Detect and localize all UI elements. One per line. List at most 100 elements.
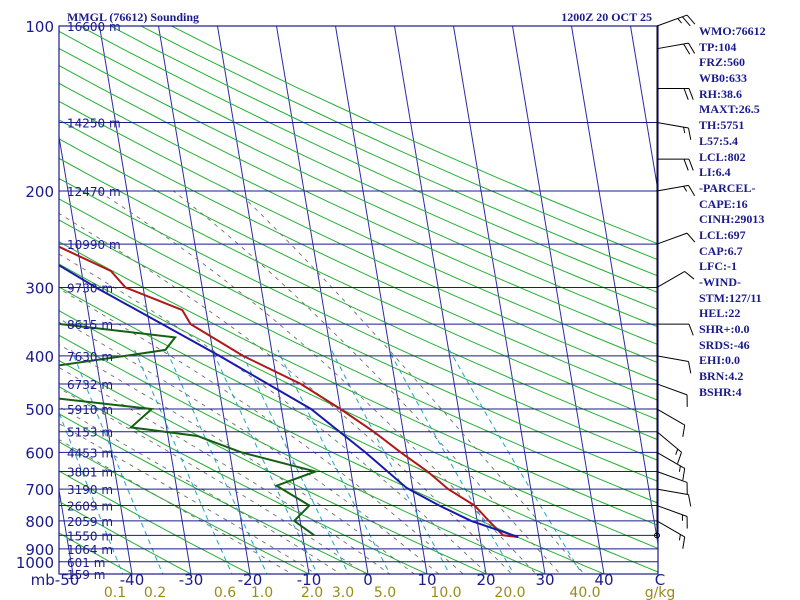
wind-barb-staff [656,355,689,362]
wind-barb-feather [683,186,688,192]
wind-barb-feather [686,14,696,25]
mixing-ratio-line [277,349,391,574]
wind-barb [656,355,692,374]
index-item: CINH:29013 [699,212,765,227]
isotherm-line [512,26,605,574]
height-label: 9730 m [67,281,113,295]
temperature-label: mb-50 [31,571,80,589]
indices-panel: WMO:76612 TP:104 FRZ:560 WB0:633 RH:38.6 MAXT… [699,24,799,401]
height-label: 3801 m [67,465,113,479]
sounding-profiles [59,245,519,538]
mixing-ratio-label: 10.0 [430,585,461,600]
wind-barb-feather [681,16,691,27]
wind-barb [657,323,694,336]
index-item: SHR+:0.0 [699,322,750,337]
index-item: TP:104 [699,39,737,54]
moist-adiabat-line [236,190,585,574]
wind-barb [656,471,688,495]
mixing-ratio-label: 0.1 [104,585,126,600]
temperature-label: -30 [179,571,204,589]
isotherm-line [453,26,546,574]
height-label: 5910 m [67,403,113,417]
mixing-ratio-label: 5.0 [374,585,396,600]
wind-barb [656,505,688,529]
wind-barb-feather [684,271,695,280]
index-item: CAP:6.7 [699,243,743,258]
mixing-ratio-label: 0.6 [214,585,236,600]
wind-barb-staff [656,505,688,517]
temperature-unit-label: C [655,571,665,589]
mixing-ratio-label: 40.0 [569,585,600,600]
wind-barb-feather [683,43,691,55]
wind-barb-feather [683,159,689,171]
height-label: 159 m [67,568,105,582]
wind-barb [656,232,696,245]
isotherm-line [59,133,133,574]
wind-barb [656,451,686,481]
wind-barb-feather [688,88,694,100]
dry-adiabat-line [59,441,311,574]
wind-barb-feather [682,536,686,549]
wind-barb-feather [678,465,681,472]
height-label: 10990 m [67,238,121,252]
wind-barb-feather [677,18,682,24]
wind-barb-staff [656,232,688,245]
mixing-ratio-line [448,349,583,574]
wind-barb-staff [656,408,685,426]
height-label: 2609 m [67,500,113,514]
height-label: 7630 m [67,350,113,364]
dry-adiabat-line [59,334,547,574]
temperature-label: -40 [120,571,145,589]
valid-time: 1200Z 20 OCT 25 [561,10,652,24]
height-label: 8615 m [67,318,113,332]
pressure-label: 700 [25,481,54,499]
wind-barb-staff [656,122,689,129]
isotherm-line [0,26,14,574]
dewpoint-profile-line [59,321,319,537]
wind-barb [656,383,688,407]
wind-barb-staff [656,451,685,469]
wind-barb [656,184,696,196]
height-label: 12470 m [67,185,121,199]
dry-adiabat-line [59,500,193,574]
index-item: TH:5751 [699,118,745,133]
wind-barb-staff [656,383,688,396]
mixing-ratio-line [166,349,268,574]
wind-barb-feather [688,159,694,171]
wind-barb-feather [683,88,689,100]
moist-adiabat-line [59,406,342,574]
moist-adiabat-line [173,190,561,574]
station-title: MMGL (76612) Sounding [67,10,199,24]
index-item: MAXT:26.5 [699,102,760,117]
pressure-label: 600 [25,444,54,462]
mixing-ratio-label: 20.0 [494,585,525,600]
wind-barb [656,520,686,549]
dry-adiabat-line [59,263,658,549]
isotherm-line [99,26,192,574]
moist-adiabat-line [59,423,317,574]
index-item: HEL:22 [699,306,741,321]
moist-adiabat-line [59,212,513,574]
wind-barb-feather [688,185,696,196]
mixing-ratio-line [59,411,124,574]
index-item: -WIND- [699,275,741,289]
isotherm-line [571,26,658,548]
wind-barb-feather [675,448,679,455]
wind-barb [656,488,692,507]
pressure-label: 200 [25,183,54,201]
index-item: RH:38.6 [699,86,742,101]
wind-barb-staff [656,431,682,453]
temperature-label: -20 [238,571,263,589]
mixing-ratio-label: 1.0 [251,585,273,600]
index-item: LCL:697 [699,227,746,242]
pressure-label: 300 [25,279,54,297]
wind-barb-feather [688,127,692,140]
height-label: 4453 m [67,446,113,460]
dry-adiabat-line [59,286,658,573]
index-item: BSHR:4 [699,384,742,399]
mixing-ratio-line [239,349,350,574]
mixing-ratio-label: 0.2 [144,585,166,600]
wind-barb [657,158,694,171]
wind-barb-feather [688,42,696,54]
